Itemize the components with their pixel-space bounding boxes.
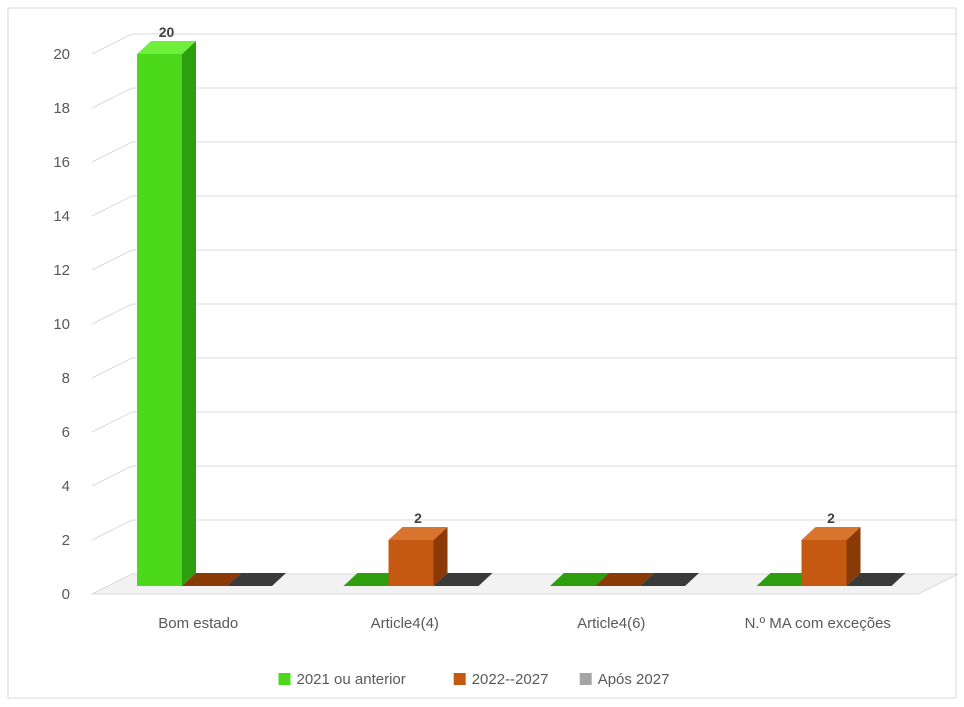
gridline-wall	[91, 519, 133, 541]
legend-swatch	[579, 673, 592, 685]
bar-front	[137, 54, 182, 586]
bar-zero	[756, 573, 816, 586]
legend-label: Após 2027	[598, 671, 670, 688]
category-label: N.º MA com exceções	[745, 615, 891, 632]
gridline-wall	[91, 87, 133, 109]
y-tick-label: 4	[62, 478, 70, 495]
bar	[388, 527, 448, 586]
category-label: Article4(6)	[577, 615, 645, 632]
gridlines	[91, 33, 958, 541]
y-tick-label: 8	[62, 370, 70, 387]
bar	[846, 573, 906, 586]
gridline-wall	[91, 33, 133, 55]
y-tick-label: 14	[53, 208, 70, 225]
legend-item: 2021 ou anterior	[278, 671, 406, 688]
legend-item: 2022--2027	[453, 671, 549, 688]
bar-zero	[846, 573, 906, 586]
bar-zero	[343, 573, 403, 586]
bar-front	[388, 540, 434, 586]
bar	[227, 573, 286, 586]
bar-side	[846, 527, 861, 586]
bar	[640, 573, 699, 586]
bar-front	[801, 540, 847, 586]
y-tick-label: 10	[53, 316, 70, 333]
gridline-wall	[91, 357, 133, 379]
bar	[550, 573, 609, 586]
gridline-wall	[91, 249, 133, 271]
data-label: 2	[414, 510, 422, 526]
y-tick-label: 18	[53, 100, 70, 117]
y-tick-label: 6	[62, 424, 70, 441]
gridline-wall	[91, 411, 133, 433]
bar-zero	[595, 573, 654, 586]
legend-label: 2022--2027	[472, 671, 549, 688]
bar-zero	[433, 573, 493, 586]
legend-swatch	[278, 673, 291, 685]
bar	[801, 527, 861, 586]
bar-top	[388, 527, 448, 540]
bar	[595, 573, 654, 586]
y-tick-label: 12	[53, 262, 70, 279]
bar-zero	[227, 573, 286, 586]
y-tick-label: 2	[62, 532, 70, 549]
bar-side	[182, 41, 196, 586]
y-tick-label: 20	[53, 46, 70, 63]
legend-swatch	[453, 673, 466, 685]
category-label: Bom estado	[158, 615, 238, 632]
legend-label: 2021 ou anterior	[297, 671, 406, 688]
y-tick-label: 0	[62, 586, 70, 603]
gridline-wall	[91, 141, 133, 163]
gridline-wall	[91, 465, 133, 487]
legend-item: Após 2027	[579, 671, 670, 688]
bar	[343, 573, 403, 586]
bar-zero	[640, 573, 699, 586]
gridline-wall	[91, 303, 133, 325]
category-label: Article4(4)	[371, 615, 439, 632]
bar	[182, 573, 241, 586]
y-tick-label: 16	[53, 154, 70, 171]
category-labels: Bom estado Article4(4) Article4(6) N.º MA c…	[158, 615, 891, 632]
data-labels: 202 2	[159, 24, 835, 526]
data-label: 2	[827, 510, 835, 526]
data-label: 20	[159, 24, 175, 40]
bar-zero	[182, 573, 241, 586]
chart-floor	[91, 573, 959, 595]
bar-top	[137, 41, 196, 54]
y-axis-ticks: 0 2 4 6 8 10 12 14 16 18 20	[53, 46, 70, 603]
bar	[756, 573, 816, 586]
bar-side	[433, 527, 448, 586]
bar	[137, 41, 196, 586]
bar	[433, 573, 493, 586]
bar-zero	[550, 573, 609, 586]
gridline-wall	[91, 195, 133, 217]
bars	[137, 41, 906, 586]
legend: 2021 ou anterior 2022--2027 Após 2027	[278, 671, 670, 688]
bar-top	[801, 527, 861, 540]
